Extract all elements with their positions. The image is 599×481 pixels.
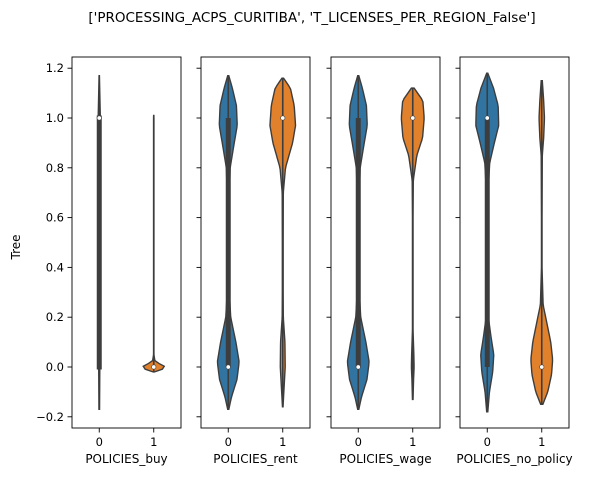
panel-1: 0 1 −0.2 0.0 0.2 0.4 0.6 0.8 1.0 1.2 POLICIES_buy xyxy=(36,57,181,466)
violin-median-point xyxy=(411,116,415,120)
panel-3: 0 1 POLICIES_wage xyxy=(327,57,441,466)
y-axis-label: Tree xyxy=(9,234,23,260)
y-tick-label: 1.0 xyxy=(46,111,64,125)
violin-median-point xyxy=(485,116,489,120)
figure-title: ['PROCESSING_ACPS_CURITIBA', 'T_LICENSES… xyxy=(88,10,535,26)
x-tick-label: 1 xyxy=(538,435,545,449)
x-axis-label: POLICIES_buy xyxy=(85,452,167,466)
x-tick-label: 1 xyxy=(409,435,416,449)
y-tick-label: 0.6 xyxy=(46,211,64,225)
x-axis-label: POLICIES_no_policy xyxy=(456,452,572,466)
x-tick-label: 1 xyxy=(150,435,157,449)
violin-median-point xyxy=(226,365,230,369)
violin-median-point xyxy=(152,365,156,369)
violin-median-point xyxy=(281,116,285,120)
panels: 0 1−0.20.00.20.40.60.81.01.2POLICIES_buy0… xyxy=(36,57,573,466)
y-tick-label: 0.4 xyxy=(46,260,64,274)
violin-median-point xyxy=(540,365,544,369)
panel-4: 0 1 POLICIES_no_policy xyxy=(456,57,573,466)
x-tick-label: 0 xyxy=(484,435,491,449)
x-tick-label: 0 xyxy=(96,435,103,449)
panel-frame xyxy=(72,57,181,428)
x-axis-label: POLICIES_wage xyxy=(339,452,431,466)
panel-2: 0 1 POLICIES_rent xyxy=(197,57,311,466)
y-tick-label: −0.2 xyxy=(36,410,64,424)
x-tick-label: 1 xyxy=(279,435,286,449)
y-tick-label: 0.0 xyxy=(46,360,64,374)
x-tick-label: 0 xyxy=(225,435,232,449)
y-tick-label: 1.2 xyxy=(46,61,64,75)
x-axis-label: POLICIES_rent xyxy=(213,452,298,466)
x-tick-label: 0 xyxy=(355,435,362,449)
violin-median-point xyxy=(356,365,360,369)
violin-median-point xyxy=(97,116,101,120)
y-tick-label: 0.8 xyxy=(46,161,64,175)
y-tick-label: 0.2 xyxy=(46,310,64,324)
